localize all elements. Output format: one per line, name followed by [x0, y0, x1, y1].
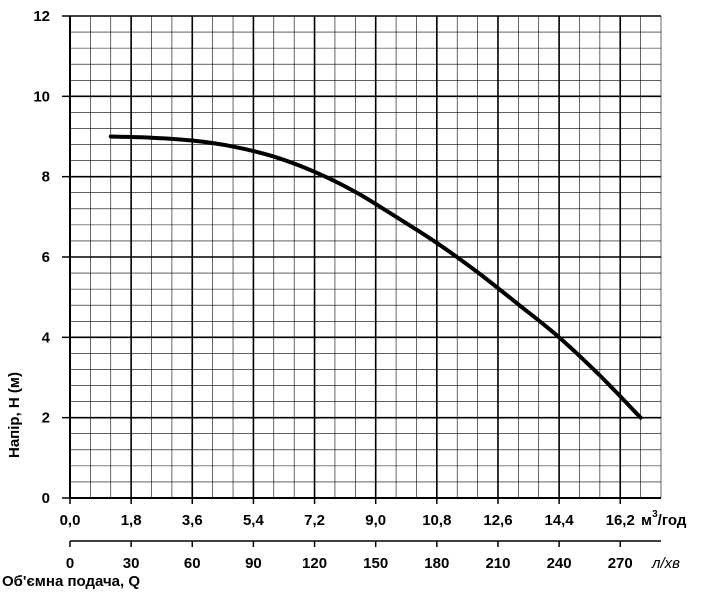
secondary-x-tick-label: 150	[363, 555, 388, 572]
head-curve-line	[108, 134, 643, 420]
x-tick-label: 1,8	[121, 512, 142, 529]
y-tick-label: 8	[42, 169, 50, 186]
x-tick-label: 7,2	[304, 512, 325, 529]
x-tick-label: 5,4	[243, 512, 265, 529]
secondary-x-tick-label: 90	[245, 555, 262, 572]
x-tick-label: 10,8	[422, 512, 451, 529]
y-tick-labels: 0 2 4 6 8 10 12	[33, 8, 70, 507]
secondary-x-tick-labels: 0 30 60 90 120 150 180 210 240 270	[66, 541, 633, 572]
y-tick-label: 4	[42, 329, 51, 346]
x-tick-label: 3,6	[182, 512, 203, 529]
x-axis-unit-superscript: 3	[652, 509, 658, 520]
y-tick-label: 6	[42, 249, 50, 266]
x-tick-labels: 0,0 1,8 3,6 5,4 7,2 9,0 10,8 12,6 14,4 16,2	[60, 498, 635, 529]
y-tick-label: 2	[42, 410, 50, 427]
y-tick-label: 12	[33, 8, 50, 25]
major-grid	[69, 15, 661, 499]
x-tick-label: 9,0	[365, 512, 386, 529]
secondary-x-tick-label: 60	[184, 555, 201, 572]
secondary-x-axis-title: Об'ємна подача, Q	[2, 573, 140, 590]
secondary-x-axis-unit: л/хв	[651, 555, 680, 572]
x-tick-label: 16,2	[606, 512, 635, 529]
secondary-x-tick-label: 0	[66, 555, 74, 572]
x-tick-label: 0,0	[60, 512, 81, 529]
y-tick-label: 10	[33, 88, 50, 105]
series	[108, 134, 643, 420]
y-axis-title: Напір, H (м)	[6, 372, 23, 458]
secondary-x-tick-label: 180	[424, 555, 449, 572]
x-tick-label: 14,4	[545, 512, 575, 529]
y-tick-label: 0	[42, 490, 50, 507]
secondary-x-tick-label: 240	[547, 555, 572, 572]
x-axis-unit-rest: /год	[658, 512, 687, 529]
secondary-x-tick-label: 270	[608, 555, 633, 572]
secondary-x-tick-label: 210	[485, 555, 510, 572]
secondary-x-tick-label: 120	[302, 555, 327, 572]
axes	[69, 16, 661, 542]
secondary-x-tick-label: 30	[123, 555, 140, 572]
x-axis-unit: м3/год	[641, 509, 687, 529]
x-tick-label: 12,6	[483, 512, 512, 529]
